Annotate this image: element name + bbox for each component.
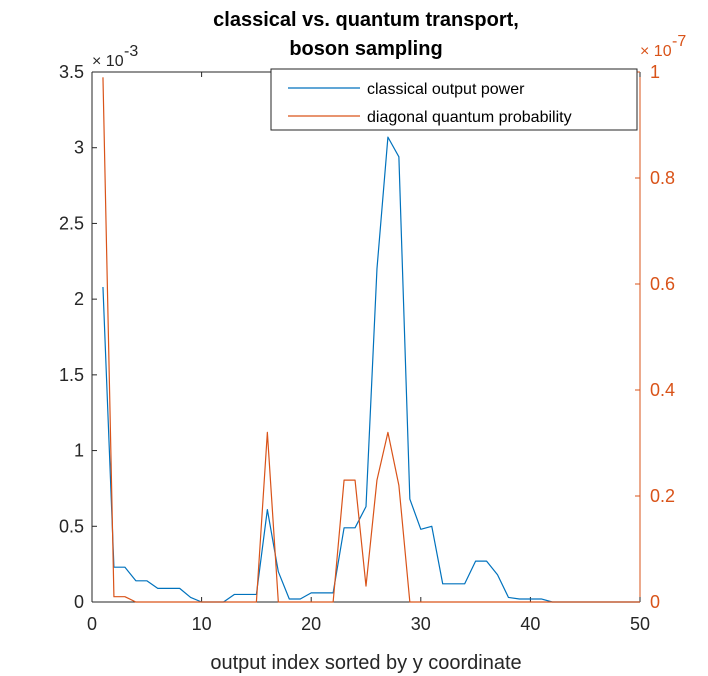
x-tick-label: 20 [301, 614, 321, 634]
y-right-tick-label: 0.2 [650, 486, 675, 506]
chart-title-line-2: boson sampling [289, 38, 442, 60]
legend-box [270, 68, 638, 131]
y-right-tick-label: 0 [650, 592, 660, 612]
plot-lines [102, 77, 640, 603]
x-axis-label: output index sorted by y coordinate [210, 652, 521, 674]
legend-label-classical: classical output power [367, 81, 525, 98]
right-axis-exponent: × 10 -7 [640, 33, 686, 60]
y-left-tick-label: 3.5 [59, 62, 84, 82]
y-right-tick-label: 1 [650, 62, 660, 82]
right-exponent-label: × 10 [640, 43, 672, 60]
x-tick-label: 10 [192, 614, 212, 634]
y-left-tick-label: 0.5 [59, 516, 84, 536]
left-exponent-power: -3 [124, 43, 138, 60]
y-right-tick-label: 0.6 [650, 274, 675, 294]
left-exponent-label: × 10 [92, 53, 124, 70]
y-left-tick-label: 2 [74, 289, 84, 309]
series-line-quantum [102, 77, 640, 603]
y-left-tick-label: 1.5 [59, 365, 84, 385]
x-tick-label: 0 [87, 614, 97, 634]
left-axis-exponent: × 10 -3 [92, 43, 138, 70]
y-left-tick-label: 2.5 [59, 213, 84, 233]
y-left-tick-label: 3 [74, 138, 84, 158]
legend: classical output power diagonal quantum … [270, 68, 638, 131]
chart-title-line-1: classical vs. quantum transport, [213, 9, 519, 31]
x-tick-label: 30 [411, 614, 431, 634]
x-tick-label: 40 [520, 614, 540, 634]
legend-label-quantum: diagonal quantum probability [367, 109, 572, 126]
y-right-tick-label: 0.4 [650, 380, 675, 400]
y-left-tick-label: 0 [74, 592, 84, 612]
y-right-tick-label: 0.8 [650, 168, 675, 188]
right-exponent-power: -7 [672, 33, 686, 50]
x-tick-label: 50 [630, 614, 650, 634]
y-left-tick-label: 1 [74, 441, 84, 461]
axes: 0 10 20 30 40 5000.511.522.533.500.20.40.60.8… [59, 62, 675, 634]
